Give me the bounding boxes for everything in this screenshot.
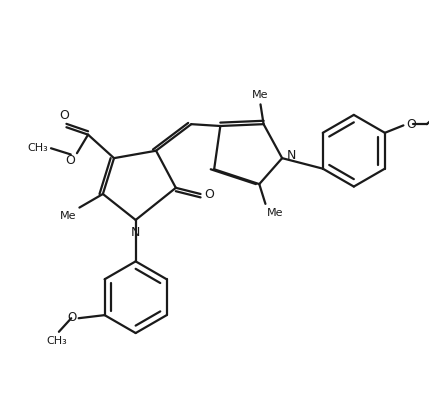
Text: O: O [67, 311, 76, 324]
Text: O: O [65, 155, 75, 167]
Text: CH₃: CH₃ [28, 143, 48, 153]
Text: Me: Me [252, 90, 269, 100]
Text: N: N [286, 149, 296, 162]
Text: Me: Me [60, 211, 76, 221]
Text: CH₃: CH₃ [47, 335, 67, 346]
Text: O: O [406, 118, 416, 130]
Text: Me: Me [267, 208, 283, 218]
Text: N: N [131, 226, 140, 239]
Text: O: O [60, 109, 70, 122]
Text: O: O [204, 188, 214, 201]
